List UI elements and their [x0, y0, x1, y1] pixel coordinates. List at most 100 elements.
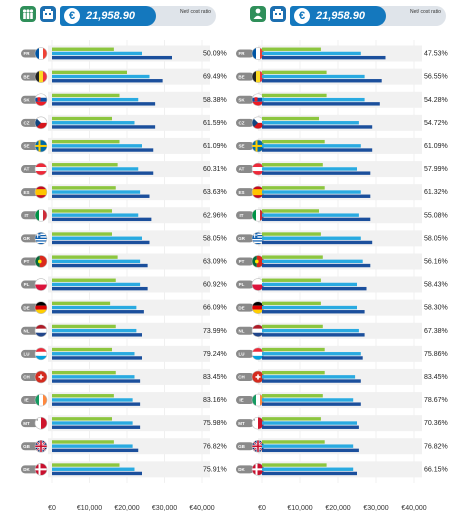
family-icon: [20, 6, 36, 22]
bar: [52, 471, 142, 476]
flag-sk-icon: [252, 93, 264, 106]
bar: [262, 305, 357, 310]
bar: [52, 301, 111, 306]
bar: [262, 421, 357, 425]
country-code: IT: [25, 213, 29, 218]
bar: [52, 448, 139, 453]
row-fr: FR 47.53%: [236, 45, 448, 62]
bar: [262, 93, 327, 98]
bar: [262, 217, 371, 222]
country-code: MT: [238, 421, 245, 426]
header-right: € 21,958.90 Net/ cost ratio: [250, 6, 450, 26]
flag-es-icon: [252, 186, 264, 199]
bar: [52, 190, 141, 194]
person-icon: [250, 6, 266, 22]
bar: [262, 328, 359, 333]
row-at: AT 57.99%: [236, 161, 448, 178]
row-sk: SK 54.28%: [236, 91, 448, 108]
net-cost-ratio-label: 58.30%: [424, 305, 448, 312]
country-code-pill: [21, 442, 39, 451]
bar: [262, 278, 321, 282]
bar: [52, 347, 112, 352]
row-ch: CH 83.45%: [236, 368, 448, 385]
bar: [262, 116, 319, 121]
bar: [52, 398, 133, 402]
country-code: LU: [24, 351, 30, 356]
flag-dk-icon: [35, 463, 47, 476]
bar: [262, 286, 367, 291]
bar: [262, 444, 354, 448]
net-cost-ratio-label: 83.45%: [203, 374, 227, 381]
net-cost-ratio-label: 75.86%: [424, 351, 448, 358]
flag-cz-icon: [35, 116, 47, 129]
bar: [262, 194, 371, 198]
row-it: IT 62.96%: [21, 207, 227, 224]
country-code-pill: [21, 211, 39, 220]
bar: [52, 286, 148, 291]
country-code: SE: [23, 144, 29, 149]
bar: [52, 352, 135, 356]
chart-right: FR 47.53% BE 56.55% SK 54.28% CZ 54.72% SE 61.09%…: [236, 40, 448, 512]
bar: [52, 55, 172, 60]
country-code-pill: [21, 280, 39, 289]
row-it: IT 55.08%: [236, 207, 448, 224]
net-cost-ratio-label: 66.09%: [203, 305, 227, 312]
bar: [262, 463, 327, 467]
bar: [262, 125, 373, 129]
bar: [262, 471, 357, 476]
row-ie: IE 83.16%: [21, 392, 227, 409]
net-cost-ratio-label: 63.63%: [203, 189, 227, 196]
bar: [52, 47, 114, 51]
flag-ie-icon: [35, 394, 47, 407]
net-cost-ratio-label: 76.82%: [424, 443, 448, 450]
country-code: AT: [24, 167, 30, 172]
country-code-pill: [236, 211, 254, 220]
bar: [52, 310, 144, 314]
bar: [262, 121, 359, 125]
country-code-pill: [21, 465, 39, 474]
country-code-pill: [236, 280, 254, 289]
salary-pill: € 21,958.90 Net/ cost ratio: [60, 6, 216, 26]
bar: [262, 259, 363, 264]
bar: [262, 236, 361, 240]
row-fr: FR 50.09%: [21, 45, 227, 62]
bar: [52, 444, 133, 448]
rows: FR 47.53% BE 56.55% SK 54.28% CZ 54.72% SE 61.09%…: [236, 45, 448, 478]
row-dk: DK 75.91%: [21, 461, 227, 478]
row-pl: PL 60.92%: [21, 276, 227, 293]
bar: [262, 379, 361, 383]
bar: [52, 440, 114, 444]
bar: [262, 347, 325, 352]
country-code: NL: [239, 328, 245, 333]
country-code: PT: [24, 259, 30, 264]
net-cost-ratio-label: 61.59%: [203, 120, 227, 127]
bar: [52, 232, 112, 236]
bar: [262, 55, 386, 60]
bar: [52, 74, 150, 79]
row-cz: CZ 54.72%: [236, 114, 448, 131]
country-code-pill: [236, 396, 254, 405]
country-code: IE: [24, 398, 28, 403]
country-code: DE: [238, 305, 244, 310]
country-code-pill: [236, 257, 254, 266]
bar: [262, 190, 361, 194]
flag-pt-icon: [252, 255, 264, 268]
bar: [262, 148, 373, 152]
row-sk: SK 58.38%: [21, 91, 227, 108]
row-nl: NL 67.38%: [236, 322, 448, 339]
bar: [262, 139, 325, 144]
country-code-pill: [21, 165, 39, 174]
country-code-pill: [21, 95, 39, 104]
x-axis: €0 €10,000 €20,000 €30,000 €40,000: [48, 505, 215, 512]
bar: [52, 375, 135, 379]
row-se: SE 61.09%: [21, 137, 227, 154]
country-code: PT: [239, 259, 245, 264]
bar: [52, 125, 156, 129]
salary-value: € 21,958.90: [60, 6, 156, 26]
flag-fr-icon: [35, 47, 47, 60]
bar: [262, 324, 323, 329]
bar: [52, 282, 141, 287]
net-cost-ratio-label: 83.45%: [424, 374, 448, 381]
header-left: € 21,958.90 Net/ cost ratio: [20, 6, 220, 26]
bar: [262, 375, 356, 379]
